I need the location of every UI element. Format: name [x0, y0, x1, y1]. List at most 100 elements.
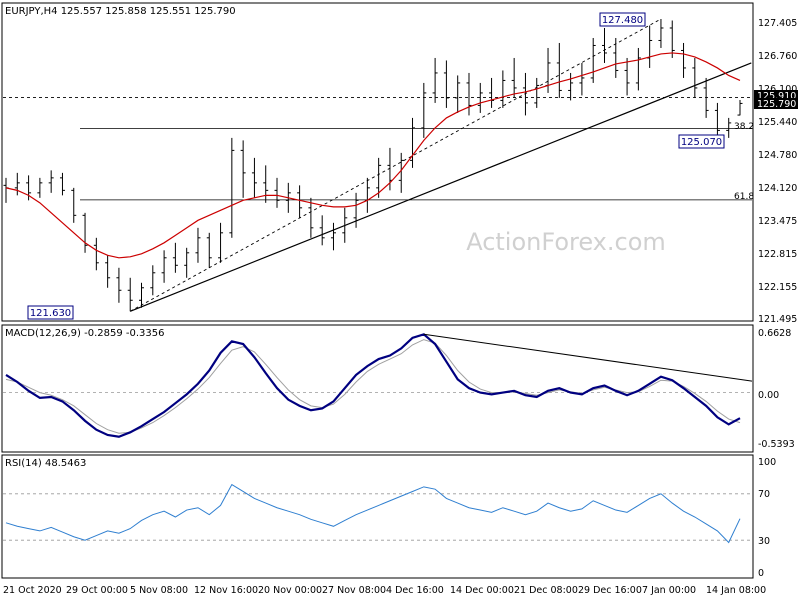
candle	[477, 82, 483, 113]
candle	[613, 37, 619, 78]
candle	[330, 222, 336, 251]
upper-price-value: 125.910	[757, 91, 796, 102]
rsi-y-axis: 100 70 30 0	[758, 457, 776, 579]
y-tick-label: 0	[758, 568, 764, 579]
price-header: EURJPY,H4 125.557 125.858 125.551 125.79…	[5, 6, 236, 17]
candle	[195, 227, 201, 263]
candle	[240, 140, 246, 198]
x-tick-label: 7 Jan 00:00	[642, 585, 696, 596]
candle	[624, 57, 630, 96]
price-y-axis: 127.405 126.760 126.100 125.440 124.780 …	[758, 18, 797, 325]
high-value: 127.480	[602, 15, 643, 26]
rsi-line	[5, 483, 741, 544]
candle	[139, 282, 145, 308]
candle	[37, 177, 43, 198]
price-levels	[3, 97, 752, 201]
candle	[398, 152, 404, 193]
y-tick-label: -0.5393	[758, 439, 795, 450]
current-price-tag: 125.790	[754, 98, 798, 110]
candle	[105, 255, 111, 288]
candle	[342, 207, 348, 243]
low-start-value: 121.630	[30, 308, 71, 319]
low-start-label: 121.630	[27, 305, 74, 320]
candle	[14, 172, 20, 196]
x-tick-label: 21 Dec 08:00	[514, 585, 578, 596]
candle	[48, 170, 54, 193]
candle	[297, 185, 303, 218]
y-tick-label: 30	[758, 536, 770, 547]
current-price-value: 125.790	[757, 99, 796, 110]
candle	[669, 20, 675, 58]
low-recent-label: 125.070	[678, 134, 725, 149]
high-label: 127.480	[599, 12, 646, 27]
candle	[737, 100, 743, 116]
candle	[319, 215, 325, 246]
candle	[26, 175, 32, 201]
y-tick-label: 126.100	[758, 84, 797, 95]
candle	[590, 37, 596, 83]
fib-382-label: 38.2	[734, 122, 754, 132]
candle	[172, 242, 178, 273]
price-panel-frame	[1, 2, 754, 322]
candle	[714, 102, 720, 140]
candles	[3, 18, 743, 312]
rsi-layer	[3, 483, 752, 544]
x-tick-label: 29 Oct 00:00	[66, 585, 128, 596]
y-tick-label: 100	[758, 457, 776, 468]
x-tick-label: 21 Oct 2020	[3, 585, 62, 596]
candle	[635, 47, 641, 91]
macd-trendline	[423, 333, 753, 382]
y-tick-label: 126.760	[758, 51, 797, 62]
y-tick-label: 0.6628	[758, 328, 791, 339]
x-axis: 21 Oct 2020 29 Oct 00:00 5 Nov 08:00 12 …	[3, 585, 766, 596]
candle	[455, 75, 461, 113]
y-tick-label: 123.475	[758, 216, 797, 227]
y-tick-label: 124.780	[758, 150, 797, 161]
y-tick-label: 125.440	[758, 117, 797, 128]
candle	[376, 157, 382, 198]
y-tick-label: 121.495	[758, 314, 797, 325]
x-tick-label: 14 Jan 08:00	[706, 585, 766, 596]
y-tick-label: 0.00	[758, 390, 779, 401]
candle	[421, 82, 427, 138]
candle	[579, 62, 585, 96]
candle	[534, 77, 540, 108]
candle	[71, 187, 77, 223]
candle	[703, 77, 709, 118]
x-tick-label: 4 Dec 16:00	[386, 585, 444, 596]
y-tick-label: 127.405	[758, 18, 797, 29]
rsi-header: RSI(14) 48.5463	[5, 458, 86, 469]
y-tick-label: 124.120	[758, 183, 797, 194]
y-tick-label: 122.815	[758, 249, 797, 260]
candle	[251, 157, 257, 198]
candle	[601, 27, 607, 63]
sma-layer	[5, 52, 741, 259]
candle	[161, 250, 167, 283]
x-tick-label: 27 Nov 08:00	[322, 585, 386, 596]
fib-618-label: 61.8	[734, 192, 754, 202]
sma-line	[5, 52, 741, 259]
candle	[308, 197, 314, 238]
candle	[229, 137, 235, 238]
y-tick-label: 70	[758, 489, 770, 500]
candle	[658, 18, 664, 48]
trendline-dashed	[129, 18, 662, 312]
rsi-panel-frame	[1, 454, 754, 579]
low-recent-value: 125.070	[681, 137, 722, 148]
x-tick-label: 14 Dec 00:00	[450, 585, 514, 596]
watermark: ActionForex.com	[466, 228, 666, 256]
candle	[511, 57, 517, 98]
x-tick-label: 12 Nov 16:00	[194, 585, 258, 596]
candle	[500, 70, 506, 108]
candle	[218, 222, 224, 263]
candle	[410, 117, 416, 168]
upper-price-tag: 125.910	[754, 90, 798, 102]
candle	[150, 265, 156, 296]
y-tick-label: 122.155	[758, 282, 797, 293]
x-tick-label: 20 Nov 00:00	[258, 585, 322, 596]
candle	[726, 117, 732, 138]
candle	[127, 277, 133, 312]
candle	[556, 42, 562, 98]
